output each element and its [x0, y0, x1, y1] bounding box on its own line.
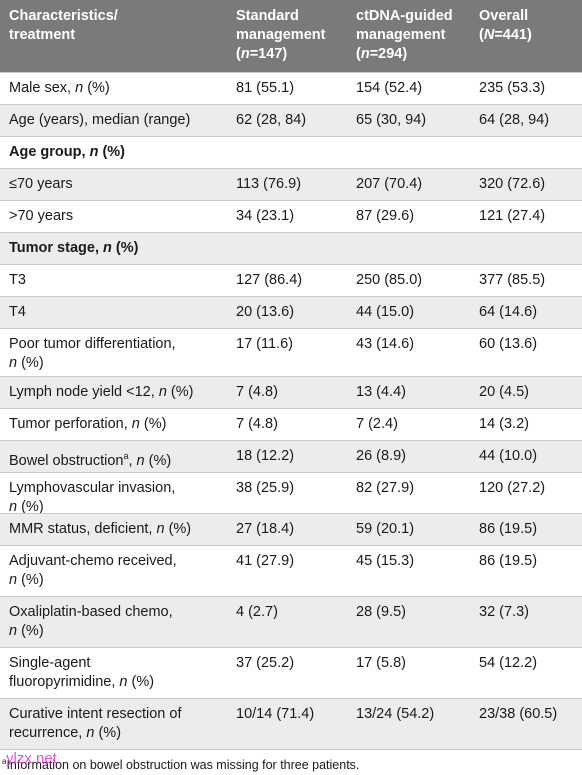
cell-standard: 7 (4.8)	[236, 416, 278, 432]
cell-standard: 4 (2.7)	[236, 604, 278, 620]
cell-ctdna-guided: 26 (8.9)	[356, 448, 406, 464]
cell-ctdna-guided: 13/24 (54.2)	[356, 706, 435, 722]
row-label: Lymph node yield <12, n (%)	[9, 384, 194, 400]
cell-standard: 10/14 (71.4)	[236, 706, 315, 722]
row-label: MMR status, deficient, n (%)	[9, 521, 192, 537]
row-label: Adjuvant-chemo received, n (%)	[9, 553, 177, 588]
table-row: MMR status, deficient, n (%) 27 (18.4) 59 …	[0, 513, 582, 545]
cell-overall: 20 (4.5)	[479, 384, 529, 400]
row-label: Tumor perforation, n (%)	[9, 416, 167, 432]
cell-overall: 23/38 (60.5)	[479, 706, 558, 722]
table-row: Single-agent fluoropyrimidine, n (%) 37 (2…	[0, 647, 582, 698]
cell-overall: 64 (14.6)	[479, 304, 538, 320]
section-row: Tumor stage, n (%)	[0, 232, 582, 264]
table-row: T3 127 (86.4) 250 (85.0) 377 (85.5)	[0, 264, 582, 296]
section-label: Tumor stage, n (%)	[9, 240, 139, 256]
cell-standard: 81 (55.1)	[236, 80, 295, 96]
cell-overall: 60 (13.6)	[479, 336, 538, 352]
row-label: Oxaliplatin-based chemo, n (%)	[9, 604, 173, 639]
row-label: T3	[9, 272, 26, 288]
cell-ctdna-guided: 59 (20.1)	[356, 521, 415, 537]
table-header: Characteristics/treatment Standard manage…	[0, 0, 582, 72]
row-label: Single-agent fluoropyrimidine, n (%)	[9, 655, 155, 690]
table-row: Poor tumor differentiation, n (%) 17 (11.6…	[0, 328, 582, 376]
row-label: Male sex, n (%)	[9, 80, 110, 96]
table-footnote: aInformation on bowel obstruction was mi…	[2, 757, 360, 773]
cell-standard: 37 (25.2)	[236, 655, 295, 671]
cell-ctdna-guided: 154 (52.4)	[356, 80, 423, 96]
cell-ctdna-guided: 13 (4.4)	[356, 384, 406, 400]
cell-ctdna-guided: 87 (29.6)	[356, 208, 415, 224]
row-label: Age (years), median (range)	[9, 112, 191, 128]
cell-ctdna-guided: 44 (15.0)	[356, 304, 415, 320]
row-label: Lymphovascular invasion, n (%)	[9, 480, 176, 515]
cell-standard: 18 (12.2)	[236, 448, 295, 464]
table-row: Adjuvant-chemo received, n (%) 41 (27.9) 45…	[0, 545, 582, 596]
cell-ctdna-guided: 45 (15.3)	[356, 553, 415, 569]
header-ctdna-guided-management: ctDNA-guided management (n=294)	[356, 8, 453, 62]
row-label: >70 years	[9, 208, 74, 224]
row-label: Curative intent resection of recurrence, …	[9, 706, 182, 741]
header-characteristics: Characteristics/treatment	[9, 8, 118, 43]
characteristics-table: Characteristics/treatment Standard manage…	[0, 0, 582, 750]
cell-standard: 34 (23.1)	[236, 208, 295, 224]
cell-ctdna-guided: 17 (5.8)	[356, 655, 406, 671]
watermark: ylzx.net	[6, 750, 57, 767]
cell-standard: 113 (76.9)	[236, 176, 302, 192]
cell-ctdna-guided: 43 (14.6)	[356, 336, 415, 352]
cell-ctdna-guided: 28 (9.5)	[356, 604, 406, 620]
header-standard-management: Standard management (n=147)	[236, 8, 326, 62]
cell-standard: 127 (86.4)	[236, 272, 303, 288]
header-overall: Overall (N=441)	[479, 8, 532, 43]
table-row: >70 years 34 (23.1) 87 (29.6) 121 (27.4)	[0, 200, 582, 232]
table-row: Tumor perforation, n (%) 7 (4.8) 7 (2.4) 14…	[0, 408, 582, 440]
table-row: Bowel obstructiona, n (%) 18 (12.2) 26 (8.…	[0, 440, 582, 472]
cell-overall: 32 (7.3)	[479, 604, 529, 620]
cell-standard: 20 (13.6)	[236, 304, 295, 320]
row-label: T4	[9, 304, 26, 320]
cell-overall: 54 (12.2)	[479, 655, 538, 671]
cell-overall: 86 (19.5)	[479, 553, 538, 569]
cell-standard: 27 (18.4)	[236, 521, 295, 537]
cell-standard: 7 (4.8)	[236, 384, 278, 400]
table-row: Age (years), median (range) 62 (28, 84) 65…	[0, 104, 582, 136]
cell-overall: 14 (3.2)	[479, 416, 529, 432]
row-label: Poor tumor differentiation, n (%)	[9, 336, 176, 371]
cell-overall: 235 (53.3)	[479, 80, 546, 96]
cell-standard: 41 (27.9)	[236, 553, 295, 569]
cell-overall: 320 (72.6)	[479, 176, 546, 192]
table-row: Curative intent resection of recurrence, …	[0, 698, 582, 749]
cell-ctdna-guided: 7 (2.4)	[356, 416, 398, 432]
cell-overall: 86 (19.5)	[479, 521, 538, 537]
table-row: ≤70 years 113 (76.9) 207 (70.4) 320 (72.6)	[0, 168, 582, 200]
cell-overall: 377 (85.5)	[479, 272, 546, 288]
cell-overall: 64 (28, 94)	[479, 112, 550, 128]
cell-ctdna-guided: 250 (85.0)	[356, 272, 423, 288]
cell-ctdna-guided: 65 (30, 94)	[356, 112, 427, 128]
cell-ctdna-guided: 207 (70.4)	[356, 176, 423, 192]
table-row: Oxaliplatin-based chemo, n (%) 4 (2.7) 28 (…	[0, 596, 582, 647]
section-label: Age group, n (%)	[9, 144, 126, 160]
cell-standard: 38 (25.9)	[236, 480, 295, 496]
table-row: Male sex, n (%) 81 (55.1) 154 (52.4) 235 (5…	[0, 72, 582, 104]
cell-overall: 120 (27.2)	[479, 480, 546, 496]
cell-ctdna-guided: 82 (27.9)	[356, 480, 415, 496]
table-bottom-rule	[0, 749, 582, 750]
row-label: Bowel obstructiona, n (%)	[9, 451, 172, 469]
table-body: Male sex, n (%) 81 (55.1) 154 (52.4) 235 (5…	[0, 72, 582, 749]
table-row: T4 20 (13.6) 44 (15.0) 64 (14.6)	[0, 296, 582, 328]
table-row: Lymphovascular invasion, n (%) 38 (25.9) 82…	[0, 472, 582, 515]
row-label: ≤70 years	[9, 176, 73, 192]
table-row: Lymph node yield <12, n (%) 7 (4.8) 13 (4.…	[0, 376, 582, 408]
cell-standard: 17 (11.6)	[236, 336, 293, 352]
cell-standard: 62 (28, 84)	[236, 112, 307, 128]
cell-overall: 121 (27.4)	[479, 208, 546, 224]
cell-overall: 44 (10.0)	[479, 448, 538, 464]
section-row: Age group, n (%)	[0, 136, 582, 168]
